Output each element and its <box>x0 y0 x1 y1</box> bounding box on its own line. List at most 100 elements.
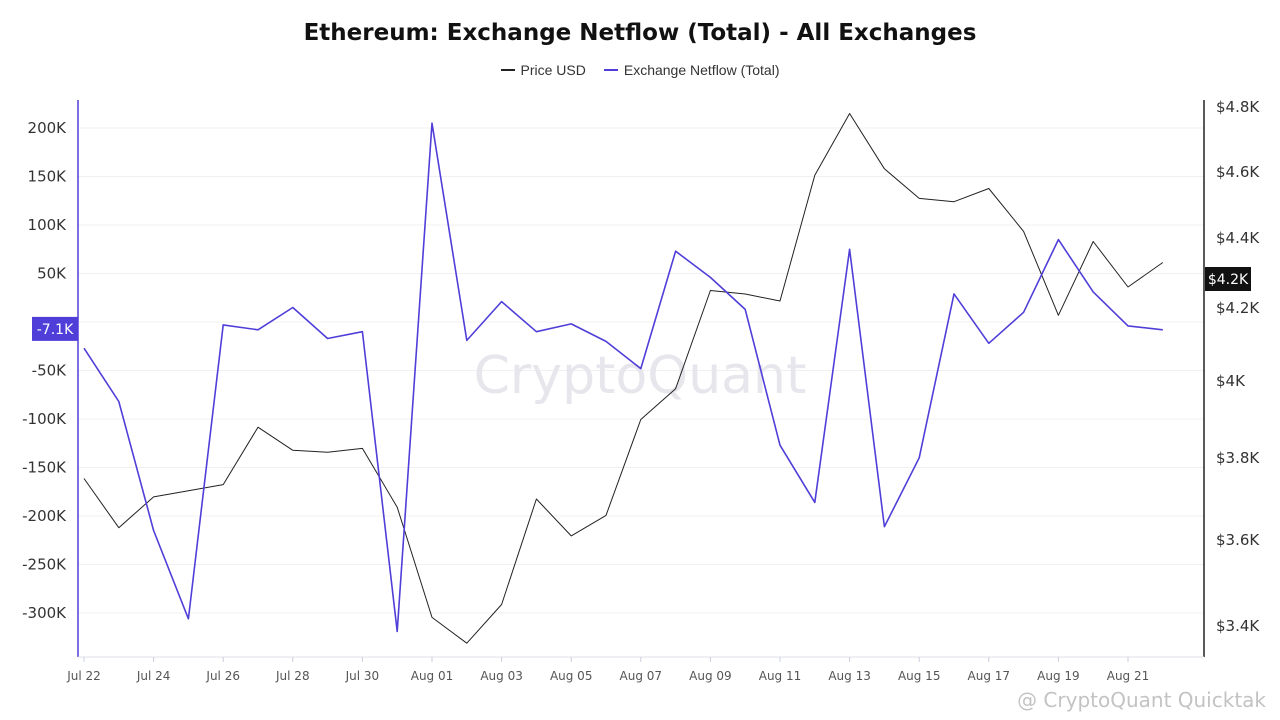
series-line-price <box>83 113 1164 644</box>
x-tick-label: Aug 09 <box>689 669 732 683</box>
right-current-label: $4.2K <box>1208 272 1249 288</box>
series-line-netflow-point <box>1091 289 1096 294</box>
series-line-netflow-point <box>290 305 295 310</box>
series-line-price-point <box>430 615 435 620</box>
left-tick-label: -100K <box>22 410 67 428</box>
series-line-netflow-point <box>569 321 574 326</box>
watermark-text: CryptoQuant <box>474 346 807 406</box>
series-line-netflow-point <box>325 336 330 341</box>
series-line-netflow-point <box>743 307 748 312</box>
left-tick-label: -50K <box>32 362 67 380</box>
x-tick-label: Jul 26 <box>205 669 240 683</box>
series-line-price-point <box>847 111 852 116</box>
series-line-netflow-point <box>186 616 191 621</box>
series-line-price-point <box>812 173 817 178</box>
series-line-netflow-point <box>778 443 783 448</box>
series-line-price-point <box>673 386 678 391</box>
series-line-netflow-point <box>116 399 121 404</box>
right-tick-label: $4.2K <box>1216 299 1260 317</box>
series-line-price-point <box>1056 313 1061 318</box>
legend-label-price: Price USD <box>520 62 586 78</box>
series-line-netflow <box>83 122 1163 633</box>
series-line-price-point <box>778 299 783 304</box>
series-line-price-point <box>534 497 539 502</box>
series-line-price-point <box>1091 239 1096 244</box>
series-line-price-point <box>395 505 400 510</box>
right-tick-label: $4K <box>1216 372 1246 390</box>
legend-swatch-netflow <box>603 69 618 71</box>
series-line-price-point <box>82 476 87 481</box>
series-line-price-point <box>325 450 330 455</box>
series-line-netflow-point <box>917 455 922 460</box>
series-line-netflow-point <box>847 247 852 252</box>
series-line-price-point <box>221 482 226 487</box>
series-line-price-point <box>917 196 922 201</box>
series-line-price-point <box>743 292 748 297</box>
legend-label-netflow: Exchange Netflow (Total) <box>623 62 780 78</box>
series-line-netflow-point <box>430 121 435 126</box>
x-tick-label: Aug 19 <box>1037 669 1080 683</box>
series-line-netflow-point <box>1021 310 1026 315</box>
legend-swatch-price <box>500 69 515 71</box>
x-tick-label: Jul 22 <box>66 669 101 683</box>
chart-title: Ethereum: Exchange Netflow (Total) - All… <box>303 20 977 46</box>
series-line-price-point <box>290 448 295 453</box>
series-line-price-point <box>499 602 504 607</box>
series-line-netflow-point <box>1126 323 1131 328</box>
series-line-netflow-point <box>638 366 643 371</box>
x-tick-label: Aug 15 <box>898 669 941 683</box>
left-tick-label: 100K <box>28 216 68 234</box>
x-tick-label: Aug 05 <box>550 669 593 683</box>
x-tick-label: Jul 30 <box>345 669 380 683</box>
left-tick-label: -250K <box>22 556 67 574</box>
series-line-price-point <box>604 513 609 518</box>
x-tick-label: Aug 11 <box>759 669 802 683</box>
x-tick-label: Aug 21 <box>1107 669 1150 683</box>
series-line-netflow-point <box>882 524 887 529</box>
series-line-price-point <box>952 199 957 204</box>
series-line-netflow-point <box>708 275 713 280</box>
series-line-netflow-point <box>673 249 678 254</box>
credit-watermark: @ CryptoQuant Quicktak <box>1017 688 1266 712</box>
left-tick-label: 200K <box>28 119 68 137</box>
left-current-label: -7.1K <box>37 322 74 338</box>
left-tick-label: -200K <box>22 507 67 525</box>
left-current-badge <box>32 316 78 341</box>
series-line-netflow-point <box>395 629 400 634</box>
right-tick-label: $4.6K <box>1216 163 1260 181</box>
right-tick-label: $4.8K <box>1216 98 1260 116</box>
series-line-netflow-point <box>221 322 226 327</box>
series-line-price-point <box>708 288 713 293</box>
x-tick-label: Jul 24 <box>136 669 171 683</box>
series-line-price-point <box>1021 229 1026 234</box>
x-tick-label: Aug 03 <box>480 669 523 683</box>
series-line-netflow-point <box>952 291 957 296</box>
series-line-price-point <box>464 641 469 646</box>
series-line-price-point <box>569 533 574 538</box>
series-line-price-point <box>638 417 643 422</box>
right-tick-label: $3.8K <box>1216 449 1260 467</box>
x-tick-label: Aug 01 <box>411 669 454 683</box>
x-tick-label: Aug 13 <box>828 669 871 683</box>
series-line-netflow-point <box>812 500 817 505</box>
series-line-price-point <box>151 494 156 499</box>
series-line-netflow-point <box>360 329 365 334</box>
left-tick-label: -300K <box>22 604 67 622</box>
left-tick-label: -150K <box>22 459 67 477</box>
series-line-price-point <box>1160 260 1165 265</box>
legend-item-price[interactable]: Price USD <box>500 62 586 78</box>
series-line-netflow-point <box>986 341 991 346</box>
series-line-price-point <box>116 525 121 530</box>
right-current-badge <box>1205 267 1251 291</box>
series-line-price-point <box>1126 285 1131 290</box>
legend-item-netflow[interactable]: Exchange Netflow (Total) <box>603 62 780 78</box>
series-line-price-point <box>186 488 191 493</box>
right-tick-label: $4.4K <box>1216 229 1260 247</box>
series-line-price-point <box>986 186 991 191</box>
series-line-netflow-point <box>604 339 609 344</box>
left-tick-label: 50K <box>37 265 67 283</box>
series-line-netflow-point <box>256 327 261 332</box>
series-line-netflow-point <box>499 299 504 304</box>
series-line-netflow-point <box>151 528 156 533</box>
